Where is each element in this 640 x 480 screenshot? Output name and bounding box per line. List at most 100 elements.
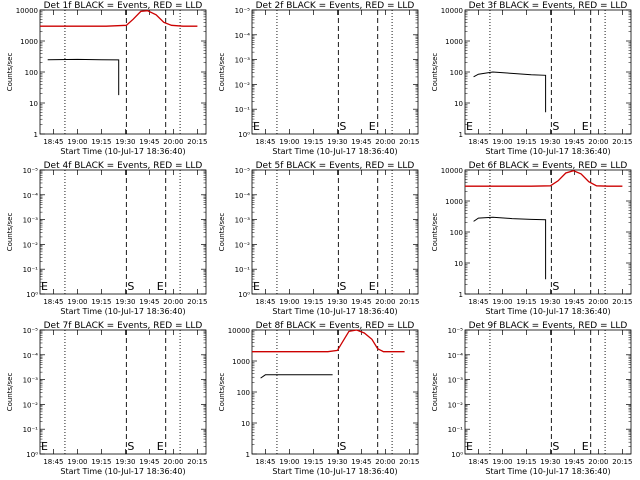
series-events [47, 58, 120, 96]
x-tick-label: 18:45 [43, 138, 63, 146]
y-tick-label: 1000 [20, 38, 38, 46]
y-tick-label: 10⁻⁴ [23, 192, 39, 200]
y-tick-label: 10⁻² [23, 401, 39, 409]
x-tick-label: 19:00 [492, 458, 512, 466]
y-tick-label: 10⁻³ [23, 217, 39, 225]
x-tick-label: 19:45 [351, 138, 371, 146]
y-tick-label: 10 [241, 420, 250, 428]
x-tick-label: 20:00 [588, 138, 608, 146]
series-lld [465, 170, 623, 187]
x-tick-label: 19:30 [327, 298, 347, 306]
x-tick-label: 20:15 [399, 138, 419, 146]
y-tick-label: 1000 [445, 198, 463, 206]
series-lld [40, 10, 198, 27]
x-tick-label: 20:00 [588, 458, 608, 466]
panel-det-3: Det 3f BLACK = Events, RED = LLD 1 10 100 10… [431, 1, 632, 156]
start-marker-label: S [552, 280, 559, 293]
x-tick-label: 19:45 [351, 458, 371, 466]
plot-frame [251, 9, 419, 135]
y-tick-label: 10⁻⁵ [23, 327, 39, 335]
x-tick-label: 19:30 [540, 298, 560, 306]
x-tick-label: 20:15 [399, 298, 419, 306]
y-tick-label: 1 [459, 291, 463, 299]
x-tick-label: 20:15 [612, 298, 632, 306]
x-tick-label: 19:15 [516, 458, 536, 466]
y-tick-label: 100 [450, 229, 463, 237]
plot-frame [251, 169, 419, 295]
x-axis-label: Start Time (10-Jul-17 18:36:40) [272, 147, 397, 156]
x-tick-label: 19:30 [115, 138, 135, 146]
x-tick-label: 19:45 [564, 298, 584, 306]
x-axis-label: Start Time (10-Jul-17 18:36:40) [485, 467, 610, 476]
x-tick-label: 19:00 [67, 458, 87, 466]
y-tick-label: 10⁻¹ [23, 266, 39, 274]
x-tick-label: 19:00 [67, 298, 87, 306]
y-axis-label: Counts/sec [218, 53, 226, 92]
x-tick-label: 19:00 [67, 138, 87, 146]
y-tick-label: 100 [237, 389, 250, 397]
end-marker-label: E [157, 280, 164, 293]
y-tick-label: 10⁻⁵ [448, 327, 464, 335]
x-axis-label: Start Time (10-Jul-17 18:36:40) [272, 467, 397, 476]
panel-det-1: Det 1f BLACK = Events, RED = LLD 1 10 100 10… [6, 1, 207, 156]
x-tick-label: 20:15 [399, 458, 419, 466]
x-tick-label: 19:15 [303, 138, 323, 146]
y-tick-label: 10⁻² [448, 401, 464, 409]
y-axis-label: Counts/sec [431, 213, 439, 252]
y-tick-label: 1 [459, 131, 463, 139]
y-tick-label: 10000 [228, 327, 250, 335]
panel-det-4: Det 4f BLACK = Events, RED = LLD 10⁰ 10⁻¹ 1… [6, 161, 207, 316]
panel-det-8: Det 8f BLACK = Events, RED = LLD 1 10 100 10… [218, 321, 419, 476]
end-marker-label: E [157, 440, 164, 453]
series-lld [252, 329, 405, 353]
x-tick-label: 19:15 [91, 298, 111, 306]
y-tick-label: 10⁻⁴ [235, 32, 251, 40]
edge-marker-label: E [466, 440, 473, 453]
y-axis-label: Counts/sec [218, 373, 226, 412]
x-tick-label: 18:45 [255, 138, 275, 146]
x-tick-label: 20:00 [375, 458, 395, 466]
y-tick-label: 10⁰ [238, 131, 250, 139]
x-axis-label: Start Time (10-Jul-17 18:36:40) [272, 307, 397, 316]
start-marker-label: S [127, 280, 134, 293]
edge-marker-label: E [466, 120, 473, 133]
y-tick-label: 10⁻² [235, 241, 251, 249]
edge-marker-label: E [253, 120, 260, 133]
x-tick-label: 19:00 [279, 458, 299, 466]
x-tick-label: 20:00 [163, 138, 183, 146]
panel-title: Det 9f BLACK = Events, RED = LLD [469, 321, 628, 331]
x-tick-label: 20:00 [588, 298, 608, 306]
x-tick-label: 20:15 [187, 298, 207, 306]
x-tick-label: 19:15 [516, 298, 536, 306]
y-axis-label: Counts/sec [431, 53, 439, 92]
x-axis-label: Start Time (10-Jul-17 18:36:40) [60, 307, 185, 316]
series-events [473, 71, 547, 113]
panel-title: Det 7f BLACK = Events, RED = LLD [44, 321, 203, 331]
series-events [473, 216, 547, 280]
panel-det-5: Det 5f BLACK = Events, RED = LLD 10⁰ 10⁻¹ 1… [218, 161, 419, 316]
x-tick-label: 19:30 [540, 458, 560, 466]
y-tick-label: 1 [34, 131, 38, 139]
x-axis-label: Start Time (10-Jul-17 18:36:40) [60, 147, 185, 156]
x-tick-label: 19:15 [91, 138, 111, 146]
y-tick-label: 10⁻³ [448, 377, 464, 385]
y-tick-label: 10⁻² [235, 81, 251, 89]
x-tick-label: 19:30 [115, 298, 135, 306]
x-tick-label: 19:45 [139, 298, 159, 306]
panel-det-2: Det 2f BLACK = Events, RED = LLD 10⁰ 10⁻¹ 1… [218, 1, 419, 156]
y-tick-label: 10⁻⁴ [23, 352, 39, 360]
x-tick-label: 18:45 [255, 298, 275, 306]
x-axis-label: Start Time (10-Jul-17 18:36:40) [485, 147, 610, 156]
x-tick-label: 19:00 [492, 138, 512, 146]
x-tick-label: 19:30 [115, 458, 135, 466]
plot-frame [39, 169, 207, 295]
x-tick-label: 19:15 [91, 458, 111, 466]
x-tick-label: 19:00 [492, 298, 512, 306]
y-tick-label: 10⁻¹ [23, 426, 39, 434]
end-marker-label: E [582, 120, 589, 133]
y-axis-label: Counts/sec [6, 373, 14, 412]
start-marker-label: S [339, 440, 346, 453]
x-tick-label: 19:00 [279, 138, 299, 146]
y-tick-label: 10000 [16, 7, 38, 15]
x-tick-label: 20:15 [612, 458, 632, 466]
